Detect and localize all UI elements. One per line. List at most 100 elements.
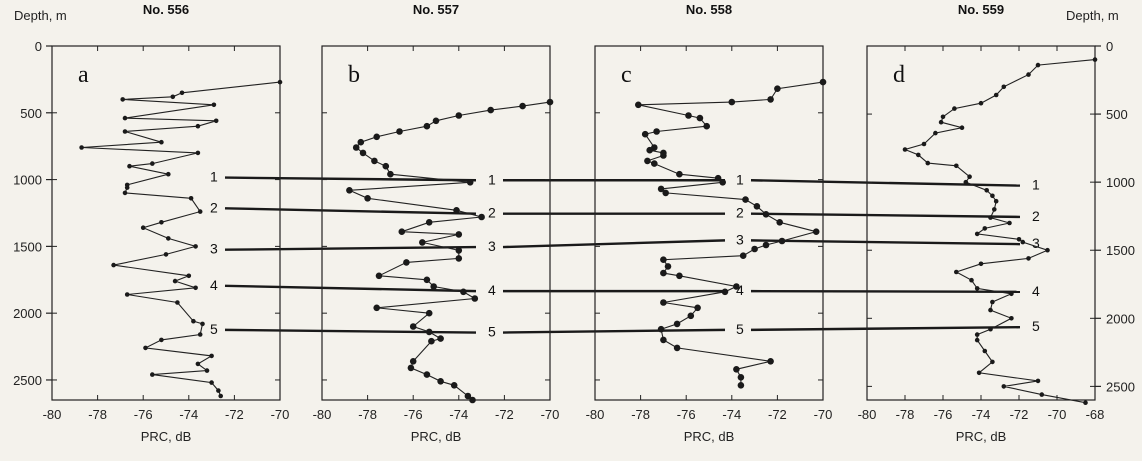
data-point xyxy=(124,292,130,297)
data-point xyxy=(660,299,667,306)
data-point xyxy=(188,196,194,201)
data-point xyxy=(657,325,665,333)
horizon-connector xyxy=(502,328,726,334)
data-point xyxy=(166,171,171,177)
data-point xyxy=(1035,62,1041,68)
horizon-label: 5 xyxy=(736,321,744,337)
data-point xyxy=(191,318,196,324)
data-point xyxy=(163,252,169,257)
data-point xyxy=(644,157,651,165)
data-point xyxy=(140,225,146,230)
horizon-5: 5 5 5 5 xyxy=(210,318,1040,339)
right-depth-tick-label: 0 xyxy=(1106,39,1113,54)
data-point xyxy=(714,174,722,182)
data-point xyxy=(166,236,171,241)
x-axis-label: PRC, dB xyxy=(141,429,192,444)
correlation-horizons: 1 1 1 1 2 2 2 2 3 3 3 3 4 4 4 4 5 5 5 5 xyxy=(210,169,1040,340)
data-point xyxy=(159,337,164,343)
data-point xyxy=(767,96,774,103)
data-point xyxy=(373,304,381,312)
data-point xyxy=(1026,256,1031,261)
data-point xyxy=(990,193,995,199)
horizon-label: 2 xyxy=(736,205,744,221)
x-tick-label: -78 xyxy=(358,407,377,422)
data-point xyxy=(660,152,667,159)
data-point xyxy=(200,321,205,327)
data-point xyxy=(651,160,658,167)
horizon-connector xyxy=(750,289,1021,293)
data-point xyxy=(419,239,426,246)
series-line xyxy=(349,101,551,401)
horizon-label: 3 xyxy=(736,231,744,247)
data-point xyxy=(1009,291,1014,297)
panel-frame xyxy=(594,45,824,401)
data-point xyxy=(1016,237,1022,242)
panel-frame xyxy=(51,45,281,401)
data-point xyxy=(940,114,946,120)
data-point xyxy=(925,160,931,166)
horizon-connector xyxy=(750,326,1021,332)
data-point xyxy=(425,328,433,336)
x-tick-label: -70 xyxy=(271,407,290,422)
data-point xyxy=(762,241,770,249)
data-point xyxy=(653,128,660,135)
left-depth-axis-label: Depth, m xyxy=(14,8,67,23)
data-point xyxy=(819,78,827,86)
x-tick-label: -76 xyxy=(134,407,153,422)
data-point xyxy=(737,382,745,389)
data-point xyxy=(186,273,192,279)
data-point xyxy=(471,295,479,302)
data-point xyxy=(122,129,128,134)
x-tick-label: -72 xyxy=(1010,407,1029,422)
horizon-label: 3 xyxy=(488,238,496,254)
data-point xyxy=(974,231,980,237)
data-point xyxy=(364,195,371,202)
data-point xyxy=(921,141,927,147)
data-point xyxy=(703,122,710,130)
data-point xyxy=(1020,239,1026,245)
horizon-connector xyxy=(224,328,477,334)
panel-title: No. 557 xyxy=(413,2,459,17)
data-point xyxy=(969,277,974,283)
x-tick-label: -76 xyxy=(677,407,696,422)
data-point xyxy=(990,299,995,305)
data-point xyxy=(195,150,201,156)
right-depth-tick-label: 1500 xyxy=(1106,243,1135,258)
data-point xyxy=(193,285,198,291)
horizon-4: 4 4 4 4 xyxy=(210,277,1040,299)
left-depth-tick-label: 1000 xyxy=(13,173,42,188)
data-point xyxy=(982,226,988,231)
horizon-connector xyxy=(750,212,1021,219)
data-point xyxy=(352,144,360,151)
right-depth-axis: Depth, m 0 500 1000 1500 2000 2500 xyxy=(1066,8,1135,394)
x-tick-label: -80 xyxy=(586,407,605,422)
data-point xyxy=(455,112,463,119)
horizon-connector xyxy=(750,239,1021,246)
data-point xyxy=(733,366,740,373)
data-point xyxy=(988,215,993,220)
panel-letter: b xyxy=(348,62,360,88)
x-tick-label: -74 xyxy=(972,407,991,422)
x-axis-label: PRC, dB xyxy=(684,429,735,444)
horizon-connector xyxy=(224,207,477,215)
horizon-connector xyxy=(224,176,477,182)
data-point xyxy=(193,244,198,249)
data-point xyxy=(455,247,463,254)
data-point xyxy=(122,190,128,196)
data-point xyxy=(751,245,758,253)
data-point xyxy=(1035,378,1041,384)
data-point xyxy=(382,162,390,170)
data-point xyxy=(753,203,761,210)
data-point xyxy=(660,336,667,344)
data-point xyxy=(127,163,132,169)
right-depth-axis-label: Depth, m xyxy=(1066,8,1119,23)
horizon-label: 3 xyxy=(210,241,218,257)
data-point xyxy=(403,259,410,266)
data-point xyxy=(409,358,417,365)
data-point xyxy=(396,128,403,135)
left-depth-tick-label: 1500 xyxy=(13,239,42,254)
data-point xyxy=(409,323,417,330)
data-point xyxy=(762,211,770,218)
data-point xyxy=(487,106,495,114)
right-depth-tick-label: 1000 xyxy=(1106,175,1135,190)
